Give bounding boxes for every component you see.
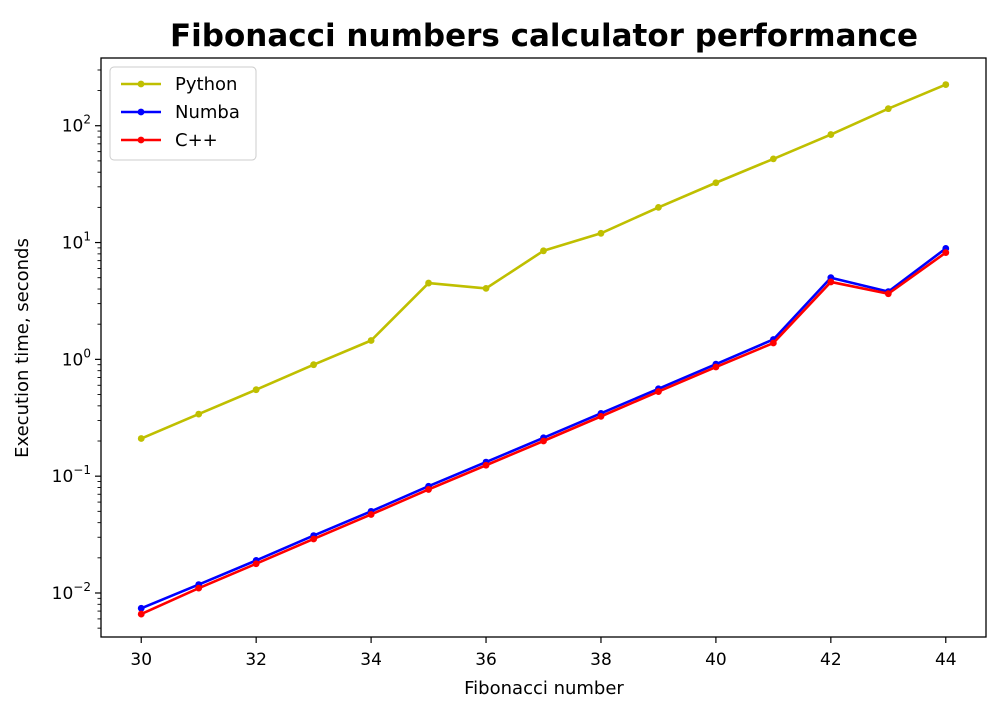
data-point [425, 279, 432, 287]
x-tick-label: 40 [705, 650, 727, 670]
y-tick-label: 101 [62, 230, 91, 254]
data-point [942, 249, 950, 257]
x-tick-label: 44 [935, 650, 957, 670]
data-point [425, 486, 432, 493]
data-point [137, 604, 145, 612]
data-point [655, 203, 662, 211]
legend-label: Python [175, 74, 237, 95]
x-tick-label: 42 [820, 650, 842, 670]
legend-label: Numba [175, 102, 240, 123]
y-tick-label: 100 [62, 346, 91, 370]
data-point [540, 437, 547, 445]
data-point [827, 131, 835, 138]
data-point [942, 81, 950, 88]
data-point [884, 290, 892, 298]
data-point [597, 412, 605, 420]
data-point [137, 435, 145, 442]
x-tick-label: 38 [590, 650, 612, 670]
data-point [252, 560, 260, 568]
legend-marker [137, 136, 145, 144]
data-point [137, 610, 145, 618]
legend-marker [137, 80, 145, 88]
data-point [712, 363, 720, 371]
data-point [540, 247, 547, 255]
data-point [769, 155, 777, 163]
legend-marker [137, 108, 145, 116]
data-point [884, 105, 892, 113]
legend-item: Numba [121, 102, 240, 123]
data-point [310, 361, 318, 369]
legend: Python Numba C++ [109, 66, 257, 161]
legend-box [109, 66, 257, 161]
x-tick-label: 30 [130, 650, 152, 670]
data-point [195, 584, 203, 592]
data-point [769, 339, 777, 347]
data-point [310, 535, 318, 543]
series-line-c- [139, 250, 948, 616]
series-line-python [139, 82, 948, 441]
x-axis-label: Fibonacci number [464, 678, 624, 699]
data-point [597, 229, 605, 237]
data-point [712, 179, 720, 187]
y-tick-label: 102 [62, 113, 91, 137]
legend-item: Python [121, 74, 237, 95]
data-point [367, 337, 375, 344]
y-axis-label: Execution time, seconds [12, 238, 33, 458]
y-tick-label: 10−1 [52, 463, 91, 487]
data-point [195, 410, 203, 418]
data-point [482, 461, 490, 469]
x-tick-label: 34 [360, 650, 382, 670]
legend-item: C++ [121, 130, 218, 151]
plot-frame [100, 57, 987, 638]
plot-area: 30 32 34 36 38 40 42 44 10−2 10−1 100 101 102 Python N… [52, 57, 987, 670]
data-point [482, 285, 490, 292]
legend-label: C++ [175, 130, 218, 151]
data-point [252, 386, 260, 394]
data-point [827, 278, 835, 286]
data-point [367, 511, 375, 518]
chart-title: Fibonacci numbers calculator performance [170, 18, 918, 54]
data-point [655, 388, 662, 395]
x-tick-label: 36 [475, 650, 497, 670]
y-tick-label: 10−2 [52, 580, 91, 604]
x-tick-label: 32 [245, 650, 267, 670]
series-line-numba [139, 246, 948, 610]
